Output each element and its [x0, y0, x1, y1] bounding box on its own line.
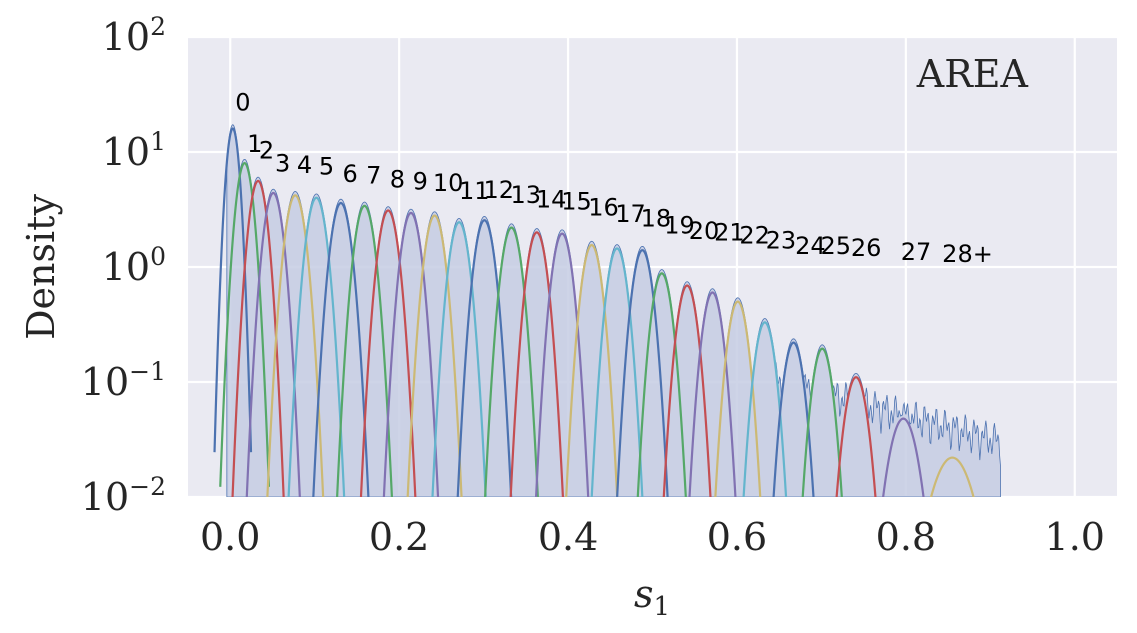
- x-axis-label-subscript: 1: [653, 592, 670, 622]
- peak-label: 6: [343, 160, 358, 188]
- peak-label: 24: [795, 232, 826, 260]
- peak-curve: [231, 179, 285, 497]
- peak-label: 27: [901, 238, 932, 266]
- peak-curve: [456, 219, 513, 497]
- peak-label: 13: [511, 181, 542, 209]
- peak-label: 23: [766, 226, 797, 254]
- peak-label: 18: [641, 204, 672, 232]
- y-tick-label: 100: [102, 242, 166, 289]
- x-axis-label: s1: [634, 572, 670, 622]
- peak-curve: [245, 191, 301, 497]
- peak-curve: [336, 204, 394, 497]
- x-axis-ticks: 0.0 0.2 0.4 0.6 0.8 1.0: [200, 515, 1105, 559]
- peak-curve: [742, 321, 788, 497]
- x-tick-label: 0.0: [200, 515, 260, 559]
- peak-label: 9: [413, 168, 428, 196]
- x-tick-label: 1.0: [1045, 515, 1105, 559]
- peak-curve: [636, 272, 687, 497]
- peak-label: 28+: [942, 240, 993, 268]
- peak-curve: [431, 221, 487, 497]
- x-tick-label: 0.6: [707, 515, 767, 559]
- peak-label: 17: [615, 200, 646, 228]
- x-axis-label-base: s: [634, 572, 654, 616]
- peak-curve: [772, 341, 815, 497]
- peak-curve: [688, 291, 737, 497]
- peak-curve: [714, 300, 762, 497]
- y-tick-label: 101: [102, 127, 166, 174]
- peak-label: 22: [739, 222, 770, 250]
- y-tick-label: 10−1: [81, 357, 166, 404]
- peak-label: 15: [561, 188, 592, 216]
- peak-curve: [590, 247, 644, 497]
- peak-curve: [287, 196, 346, 497]
- peak-curve: [929, 456, 975, 497]
- peak-label: 19: [664, 212, 695, 240]
- peak-curve: [882, 417, 925, 497]
- peak-label: 20: [689, 217, 720, 245]
- y-axis-label: Density: [19, 194, 63, 340]
- peak-label: 3: [275, 149, 290, 177]
- peak-curve: [382, 211, 440, 497]
- annotation-area: AREA: [916, 52, 1029, 96]
- peak-curve: [662, 284, 712, 497]
- peak-label: 4: [297, 151, 312, 179]
- peak-label: 8: [390, 166, 405, 194]
- peak-curve: [359, 209, 417, 497]
- peak-label: 1: [247, 130, 262, 158]
- peak-label: 25: [820, 232, 851, 260]
- peak-curve: [509, 231, 565, 497]
- y-axis-ticks: 102 101 100 10−1 10−2: [81, 12, 166, 519]
- peak-curves: [213, 127, 975, 497]
- peak-label: 11: [459, 177, 490, 205]
- x-tick-label: 0.2: [369, 515, 429, 559]
- peak-curve: [312, 201, 370, 497]
- peak-curve: [266, 194, 325, 497]
- peak-curve: [219, 162, 271, 487]
- peak-label: 21: [714, 218, 745, 246]
- y-tick-label: 10−2: [81, 472, 166, 519]
- peak-curve: [406, 214, 463, 497]
- peak-curve: [484, 226, 539, 497]
- peak-label: 7: [366, 162, 381, 190]
- peak-label: 14: [536, 185, 567, 213]
- peak-label: 12: [484, 176, 515, 204]
- peak-curve: [616, 249, 669, 497]
- x-tick-label: 0.4: [538, 515, 598, 559]
- peak-label: 5: [319, 152, 334, 180]
- peak-curve: [801, 347, 843, 497]
- peak-curve: [835, 376, 877, 497]
- peak-label: 16: [588, 194, 619, 222]
- peak-label: 10: [433, 169, 464, 197]
- y-tick-label: 102: [102, 12, 166, 59]
- peak-curve: [565, 243, 619, 497]
- peak-label: 2: [259, 136, 274, 164]
- peak-curve: [534, 232, 590, 497]
- peak-label: 26: [851, 234, 882, 262]
- x-tick-label: 0.8: [876, 515, 936, 559]
- peak-label: 0: [235, 88, 250, 116]
